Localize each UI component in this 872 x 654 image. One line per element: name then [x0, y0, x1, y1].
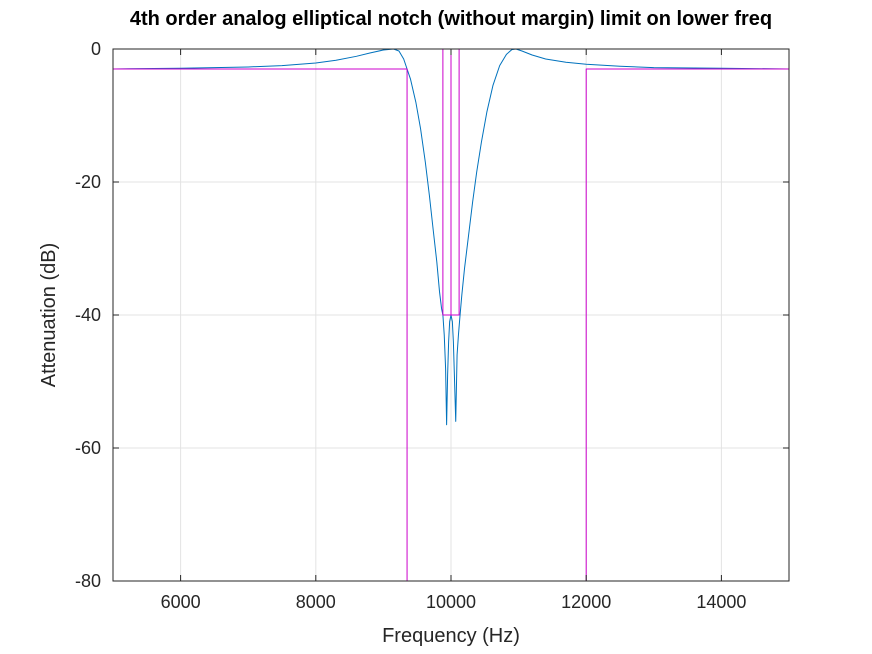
x-tick-label-3: 12000 [561, 592, 611, 612]
x-tick-label-0: 6000 [161, 592, 201, 612]
y-tick-label-3: -60 [75, 438, 101, 458]
y-tick-label-4: -80 [75, 571, 101, 591]
x-axis: 6000 8000 10000 12000 14000 [161, 49, 746, 612]
x-tick-label-2: 10000 [426, 592, 476, 612]
y-axis-label: Attenuation (dB) [38, 243, 60, 388]
y-tick-label-2: -40 [75, 305, 101, 325]
y-tick-label-0: 0 [91, 39, 101, 59]
x-axis-label: Frequency (Hz) [382, 625, 520, 647]
x-tick-label-1: 8000 [296, 592, 336, 612]
y-axis: 0 -20 -40 -60 -80 [75, 39, 789, 591]
x-tick-label-4: 14000 [696, 592, 746, 612]
y-tick-label-1: -20 [75, 172, 101, 192]
chart-title: 4th order analog elliptical notch (witho… [130, 8, 772, 30]
